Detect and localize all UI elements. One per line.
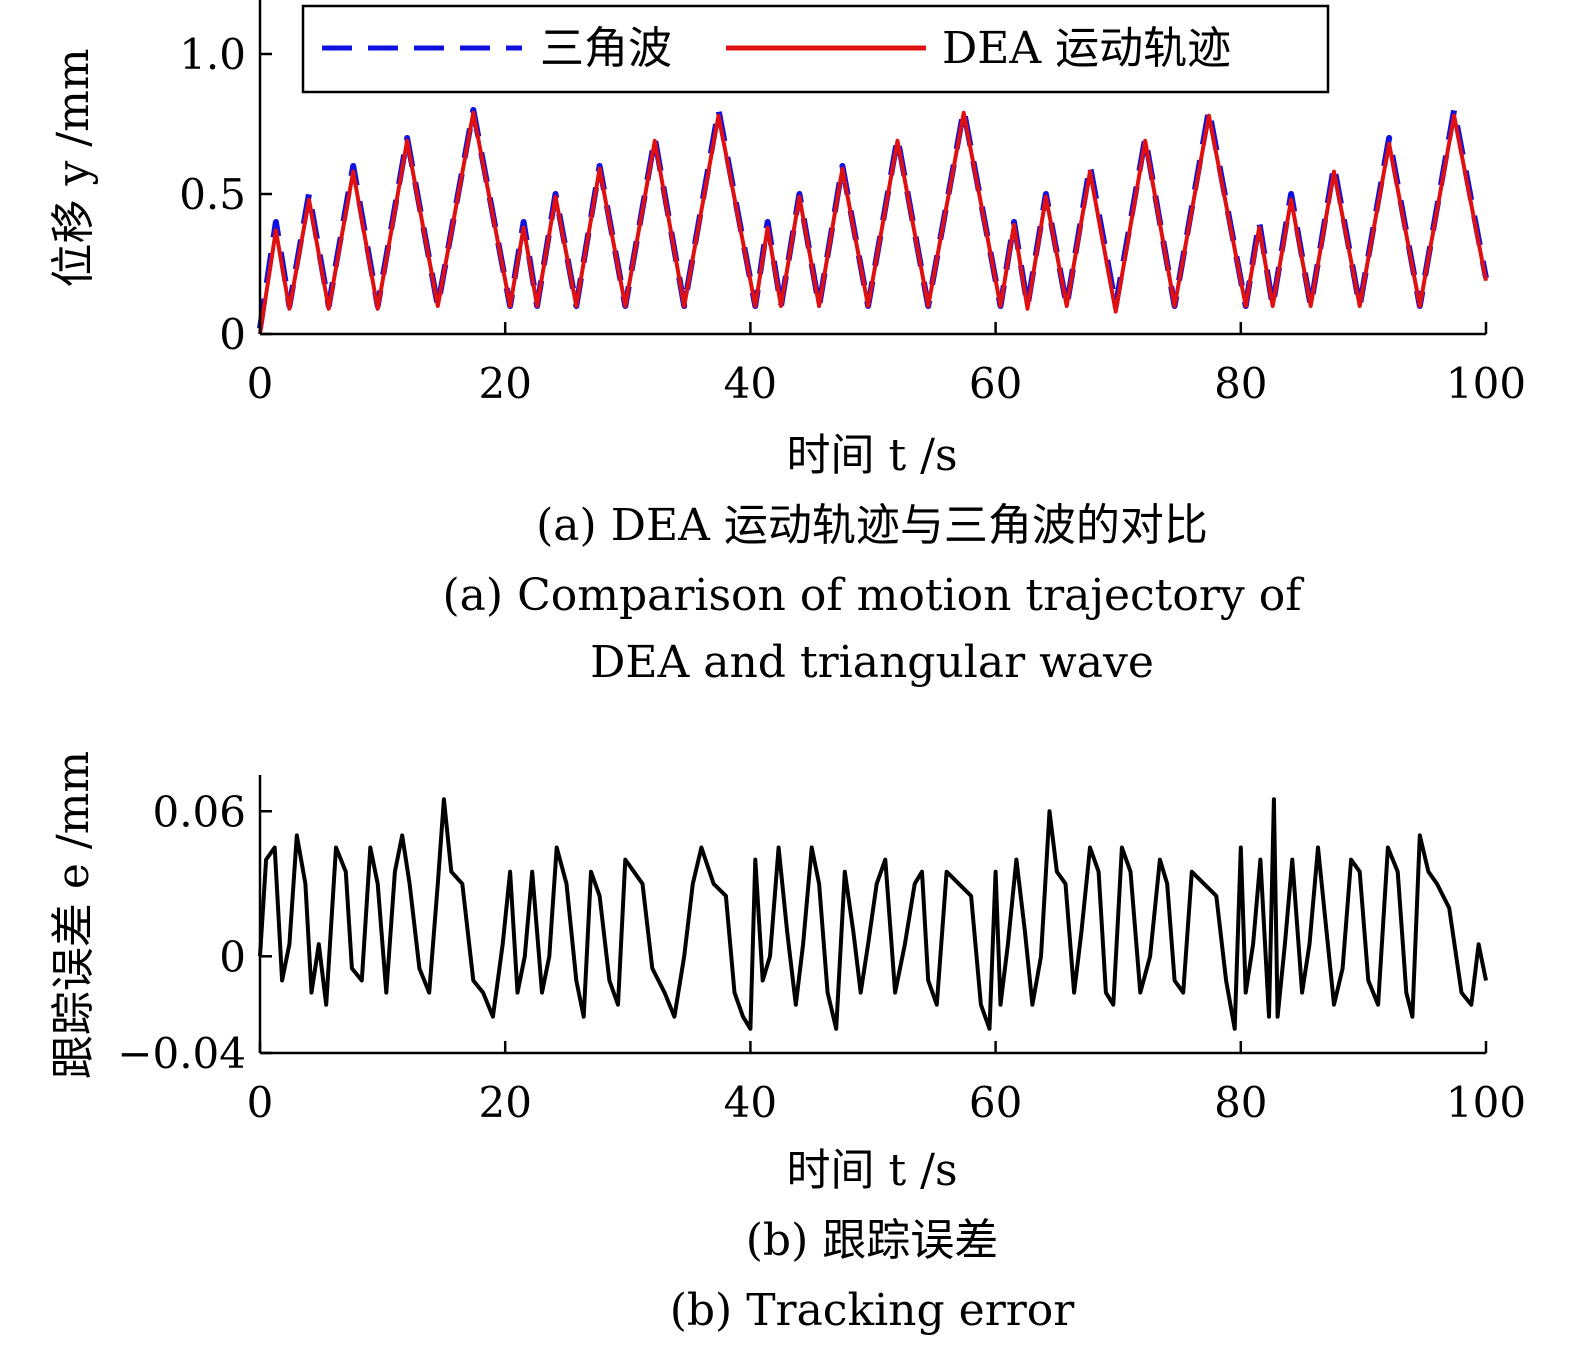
chart-b-caption-1: (b) Tracking error	[670, 1285, 1076, 1336]
chart-a-series-0-line	[257, 107, 1489, 329]
chart-b-y-axis-label: 跟踪误差 e /mm	[48, 751, 99, 1079]
chart-a-y-axis-label: 位移 y /mm	[48, 48, 99, 287]
chart-b-series-0-line	[258, 797, 1488, 1031]
chart-a-yticks: 0 0.5 1.0	[179, 30, 272, 359]
chart-b-xtick-label: 20	[478, 1078, 531, 1127]
chart-a-xtick-label: 0	[247, 359, 274, 408]
chart-a-xtick-label: 40	[724, 359, 777, 408]
chart-a-caption-0: (a) DEA 运动轨迹与三角波的对比	[536, 500, 1208, 551]
chart-a-caption-1: (a) Comparison of motion trajectory of	[443, 570, 1305, 621]
chart-b-ytick-label: −0.04	[117, 1029, 246, 1078]
chart-a-xtick-label: 20	[478, 359, 531, 408]
chart-b-x-axis-label: 时间 t /s	[786, 1145, 957, 1196]
chart-a-ytick-label: 0	[219, 310, 246, 359]
chart-a-xticks: 0 20 40 60 80 100	[247, 322, 1526, 408]
chart-b-xtick-label: 80	[1214, 1078, 1267, 1127]
chart-a-x-axis-label: 时间 t /s	[786, 430, 957, 481]
chart-a-caption-2: DEA and triangular wave	[590, 637, 1154, 688]
chart-a-ytick-label: 1.0	[179, 30, 246, 79]
chart-b-ytick-label: 0	[219, 932, 246, 981]
chart-b-ytick-label: 0.06	[152, 787, 246, 836]
chart-b-xtick-label: 60	[969, 1078, 1022, 1127]
chart-b-xtick-label: 100	[1446, 1078, 1526, 1127]
chart-a-xtick-label: 80	[1214, 359, 1267, 408]
chart-b-series-layer	[258, 797, 1488, 1031]
chart-b-xtick-label: 40	[724, 1078, 777, 1127]
chart-a-series-layer	[257, 107, 1489, 335]
chart-a-xtick-label: 60	[969, 359, 1022, 408]
chart-a: 0 20 40 60 80 100 0 0.5 1.0 三角波 DEA 运动轨迹 时间 t /…	[48, 0, 1526, 688]
chart-b-caption-0: (b) 跟踪误差	[746, 1215, 998, 1266]
chart-a-series-1-line	[258, 110, 1488, 335]
chart-a-ytick-label: 0.5	[179, 170, 246, 219]
chart-b-xtick-label: 0	[247, 1078, 274, 1127]
chart-b-yticks: −0.04 0 0.06	[117, 787, 272, 1078]
chart-b-xticks: 0 20 40 60 80 100	[247, 1041, 1526, 1127]
chart-a-legend-label-0: 三角波	[540, 23, 672, 74]
chart-a-legend-label-1: DEA 运动轨迹	[942, 23, 1231, 74]
chart-a-xtick-label: 100	[1446, 359, 1526, 408]
